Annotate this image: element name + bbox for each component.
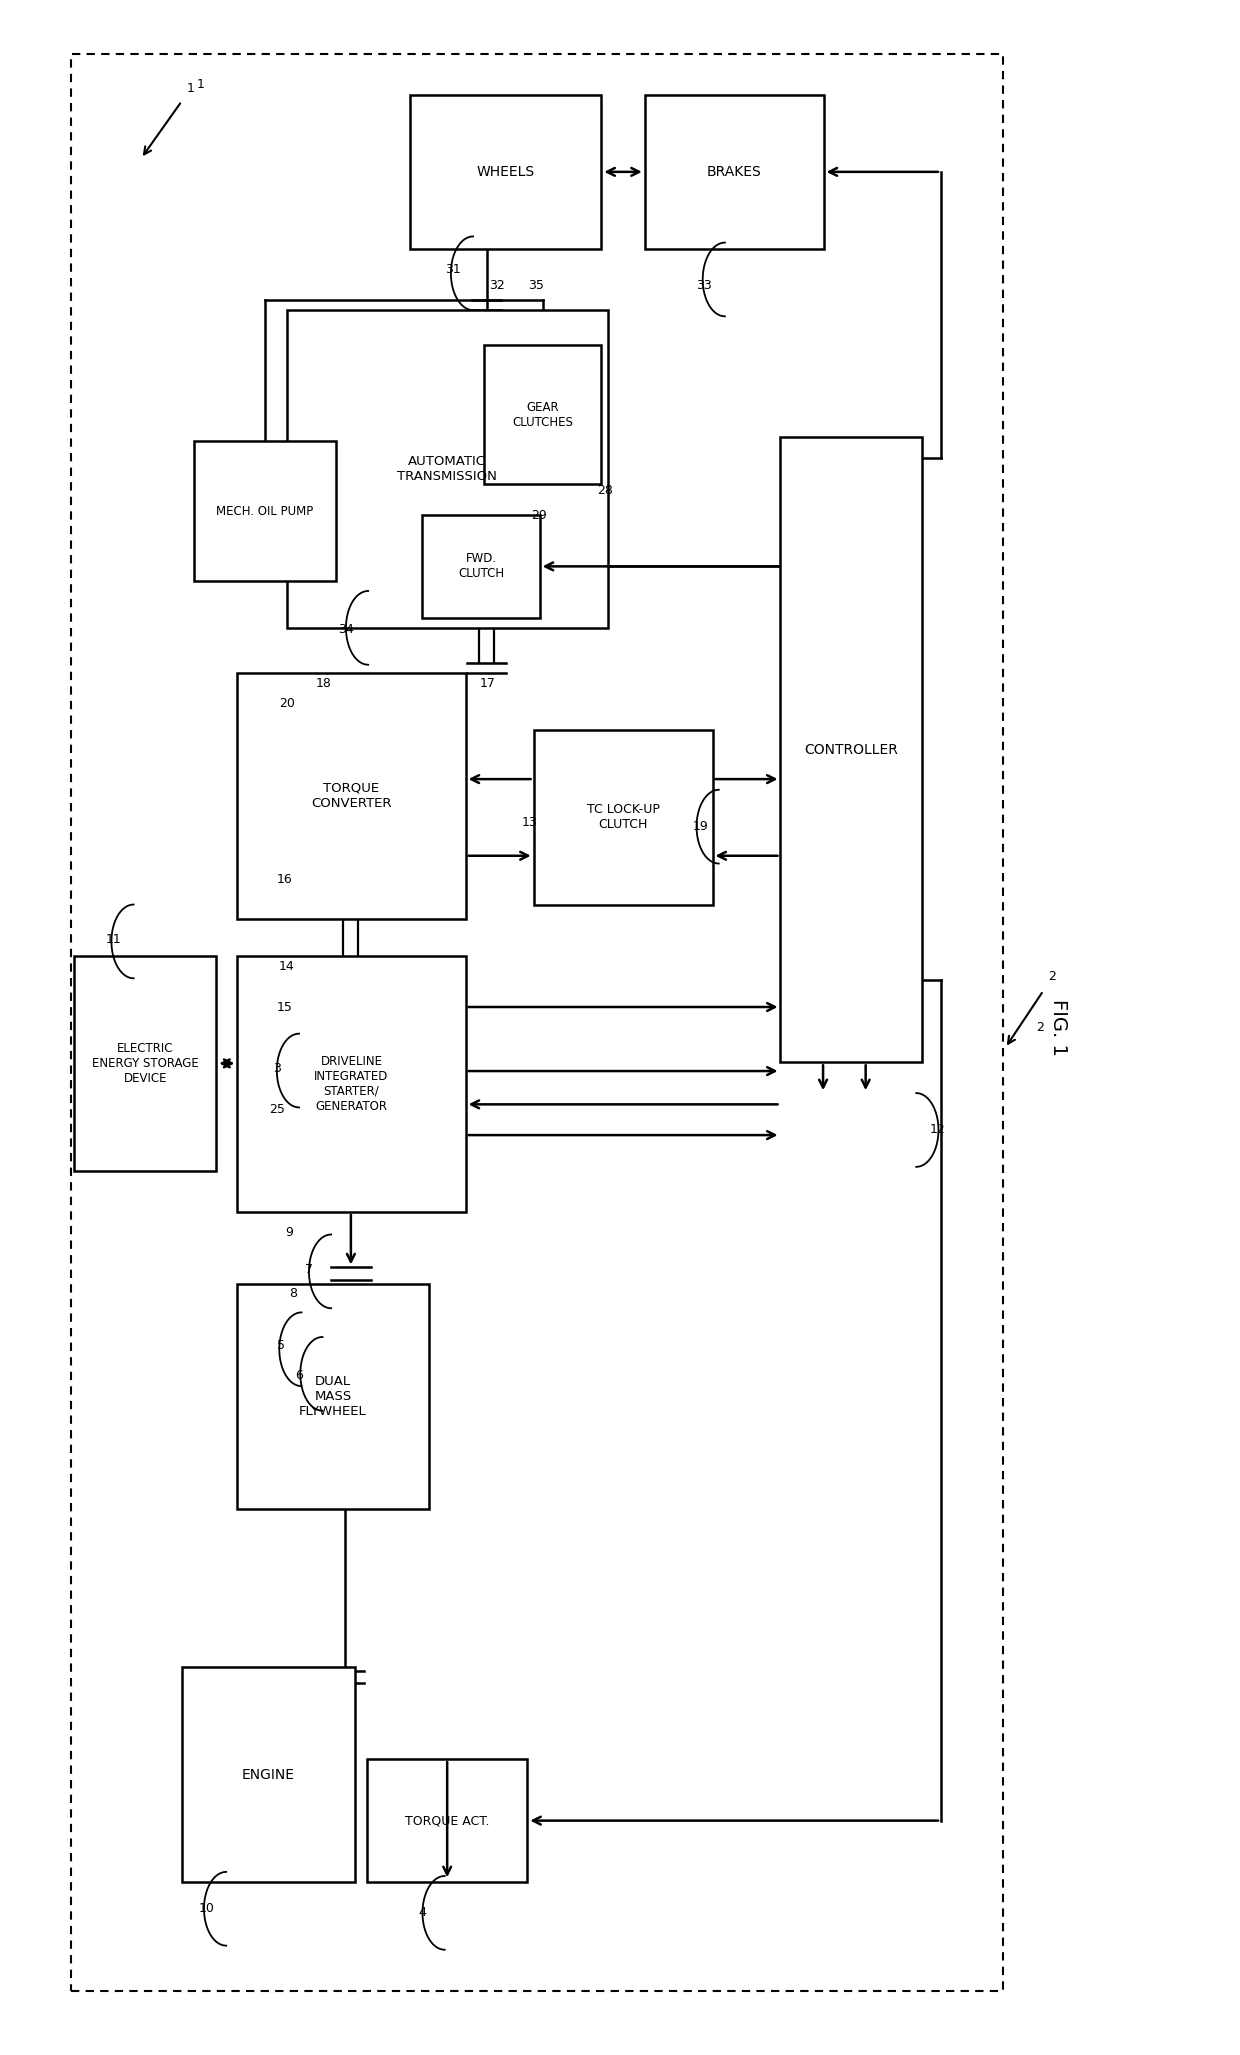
Bar xyxy=(780,438,923,1062)
Text: 10: 10 xyxy=(198,1903,215,1915)
Text: TORQUE
CONVERTER: TORQUE CONVERTER xyxy=(311,781,392,810)
Text: 6: 6 xyxy=(295,1369,303,1383)
Text: 16: 16 xyxy=(277,873,293,886)
Bar xyxy=(74,956,216,1171)
Text: FWD.
CLUTCH: FWD. CLUTCH xyxy=(458,553,505,580)
Text: DRIVELINE
INTEGRATED
STARTER/
GENERATOR: DRIVELINE INTEGRATED STARTER/ GENERATOR xyxy=(314,1054,388,1114)
Text: 2: 2 xyxy=(1035,1021,1044,1034)
Bar xyxy=(645,95,823,249)
Bar xyxy=(195,442,336,582)
Text: 29: 29 xyxy=(531,510,547,522)
Text: WHEELS: WHEELS xyxy=(476,164,534,179)
Text: AUTOMATIC
TRANSMISSION: AUTOMATIC TRANSMISSION xyxy=(397,454,497,483)
Text: 35: 35 xyxy=(528,279,544,292)
Bar xyxy=(182,1667,355,1882)
Bar xyxy=(71,53,1003,1991)
Text: 4: 4 xyxy=(419,1907,427,1919)
Bar xyxy=(423,516,539,619)
Text: 17: 17 xyxy=(480,676,496,690)
Text: 1: 1 xyxy=(186,82,195,95)
Bar xyxy=(286,310,608,629)
Text: CONTROLLER: CONTROLLER xyxy=(805,742,899,756)
Text: 13: 13 xyxy=(522,816,538,828)
Bar xyxy=(484,345,601,485)
Text: 25: 25 xyxy=(269,1104,285,1116)
Text: 2: 2 xyxy=(1048,970,1056,982)
Text: 14: 14 xyxy=(279,960,295,972)
Text: 18: 18 xyxy=(316,676,331,690)
Text: 1: 1 xyxy=(196,78,205,90)
Text: 8: 8 xyxy=(289,1286,296,1301)
Text: MECH. OIL PUMP: MECH. OIL PUMP xyxy=(217,506,314,518)
Text: 7: 7 xyxy=(305,1264,312,1276)
Text: GEAR
CLUTCHES: GEAR CLUTCHES xyxy=(512,401,573,429)
Text: DUAL
MASS
FLYWHEEL: DUAL MASS FLYWHEEL xyxy=(299,1375,367,1418)
Text: 11: 11 xyxy=(105,933,122,945)
Bar xyxy=(410,95,601,249)
Text: ELECTRIC
ENERGY STORAGE
DEVICE: ELECTRIC ENERGY STORAGE DEVICE xyxy=(92,1042,198,1085)
Text: 28: 28 xyxy=(598,485,613,497)
Text: 32: 32 xyxy=(489,279,505,292)
Text: BRAKES: BRAKES xyxy=(707,164,761,179)
Text: 20: 20 xyxy=(279,697,295,711)
Bar xyxy=(237,956,466,1212)
Text: 12: 12 xyxy=(929,1124,945,1136)
Text: 34: 34 xyxy=(339,623,353,637)
Text: FIG. 1: FIG. 1 xyxy=(1049,999,1068,1056)
Bar xyxy=(237,1284,429,1508)
Bar xyxy=(533,730,713,904)
Text: 9: 9 xyxy=(285,1227,293,1239)
Bar xyxy=(367,1759,527,1882)
Text: 19: 19 xyxy=(692,820,708,832)
Text: 31: 31 xyxy=(445,263,461,275)
Text: TC LOCK-UP
CLUTCH: TC LOCK-UP CLUTCH xyxy=(587,804,660,832)
Text: 3: 3 xyxy=(273,1062,280,1075)
Text: 15: 15 xyxy=(277,1001,293,1013)
Text: 5: 5 xyxy=(277,1338,284,1352)
Text: 33: 33 xyxy=(696,279,712,292)
Bar xyxy=(237,672,466,919)
Text: ENGINE: ENGINE xyxy=(242,1767,295,1782)
Text: TORQUE ACT.: TORQUE ACT. xyxy=(405,1815,490,1827)
